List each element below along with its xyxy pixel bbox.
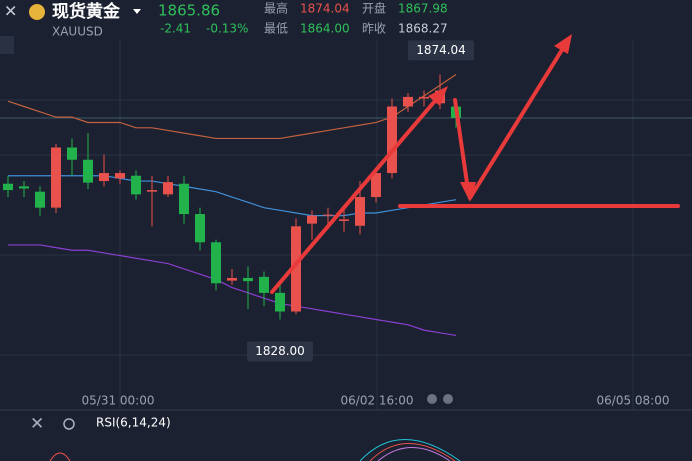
- drawn-arrows: [270, 34, 680, 294]
- candle-body: [163, 182, 173, 195]
- indicator-line: [8, 175, 457, 217]
- price-tag-label: 1874.04: [416, 43, 466, 57]
- price-tag-label: 1828.00: [255, 344, 305, 358]
- stat-label: 最高: [264, 1, 288, 16]
- candle-body: [51, 147, 61, 208]
- candle-body: [115, 173, 125, 179]
- indicator-panel: ✕ RSI(6,14,24): [30, 394, 461, 461]
- rsi-line: [49, 452, 71, 461]
- candle-body: [387, 106, 397, 174]
- candle-body: [67, 147, 77, 160]
- candle-body: [355, 197, 365, 226]
- time-label: 06/02 16:00: [341, 394, 414, 408]
- price: 1865.86: [158, 2, 220, 20]
- gold-logo: [29, 4, 45, 20]
- candle-body: [259, 276, 269, 293]
- candle-body: [339, 219, 349, 221]
- rsi-line: [359, 439, 461, 461]
- candle-body: [99, 173, 109, 182]
- candle-body: [35, 191, 45, 208]
- dropdown-arrow[interactable]: [133, 9, 141, 14]
- price-tag: [247, 341, 313, 362]
- candle-body: [243, 277, 253, 282]
- change-pct: -0.13%: [206, 22, 248, 36]
- candle-body: [275, 292, 285, 312]
- candle-body: [179, 183, 189, 215]
- candle-body: [403, 96, 413, 107]
- indicator-line: [7, 74, 457, 140]
- candle-body: [3, 183, 13, 191]
- candle-body: [211, 242, 221, 284]
- close-icon[interactable]: ✕: [4, 2, 17, 21]
- rsi-line: [377, 447, 451, 461]
- candle-body: [307, 215, 317, 224]
- stat-label: 昨收: [362, 22, 386, 36]
- draw-tool-button[interactable]: [0, 36, 14, 54]
- candle-body: [19, 186, 29, 189]
- time-label: 06/05 08:00: [597, 394, 670, 408]
- scroll-dot[interactable]: [427, 394, 437, 404]
- time-label: 05/31 00:00: [82, 394, 155, 408]
- close-indicator[interactable]: ✕: [30, 414, 44, 434]
- price-tag: [408, 40, 474, 61]
- symbol: XAUUSD: [52, 25, 103, 39]
- candle-body: [147, 190, 157, 192]
- scroll-dot[interactable]: [443, 394, 453, 404]
- indicator-line: [8, 244, 457, 337]
- candle-body: [371, 173, 381, 198]
- stat-label: 开盘: [362, 1, 386, 16]
- stat-label: 最低: [264, 22, 288, 36]
- rsi-line: [369, 443, 456, 461]
- stat-value: 1868.27: [398, 22, 448, 36]
- change: -2.41: [160, 22, 191, 36]
- candle-body: [323, 214, 333, 216]
- header: ✕ 现货黄金 1865.86 XAUUSD -2.41 -0.13% 最高 18…: [0, 1, 448, 54]
- stat-value: 1867.98: [398, 2, 448, 16]
- title[interactable]: 现货黄金: [52, 1, 121, 22]
- candle-body: [227, 277, 237, 281]
- candle-body: [419, 96, 429, 99]
- stat-value: 1864.00: [300, 22, 350, 36]
- candle-body: [131, 175, 141, 195]
- settings-icon[interactable]: [63, 418, 75, 430]
- candle-body: [291, 226, 301, 312]
- candle-body: [83, 159, 93, 183]
- indicator-label: RSI(6,14,24): [96, 416, 171, 430]
- stat-value: 1874.04: [300, 2, 350, 16]
- candle-body: [195, 214, 205, 243]
